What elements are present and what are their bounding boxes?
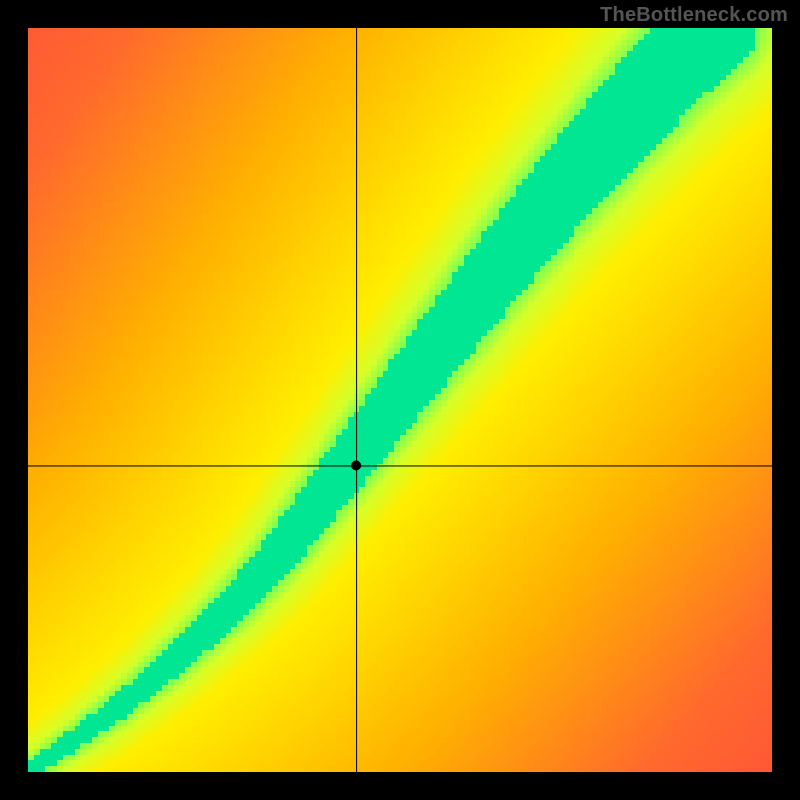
watermark-text: TheBottleneck.com bbox=[600, 4, 788, 27]
heatmap-plot bbox=[28, 28, 772, 772]
heatmap-canvas bbox=[28, 28, 772, 772]
chart-frame: TheBottleneck.com bbox=[0, 0, 800, 800]
